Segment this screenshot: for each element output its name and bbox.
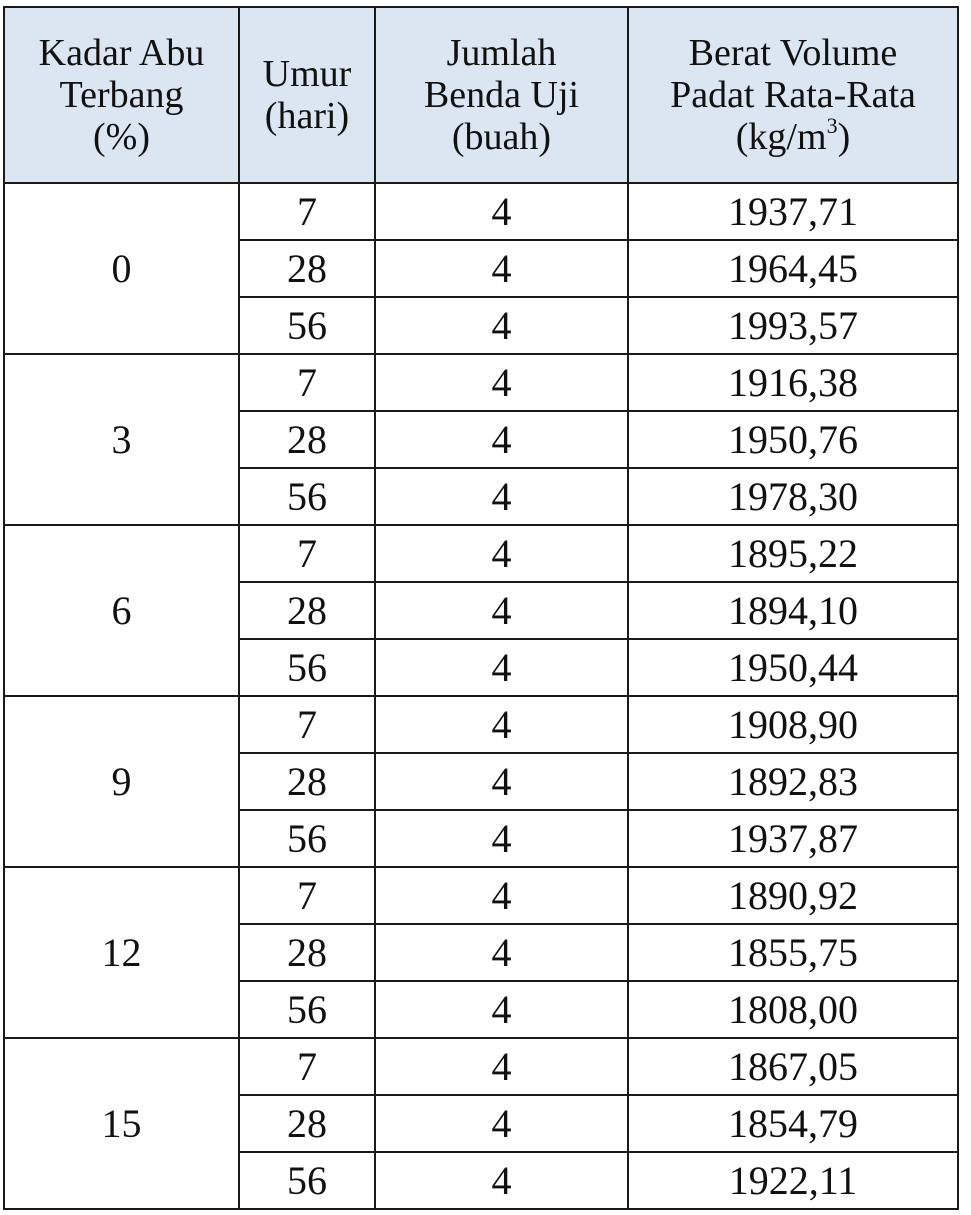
table-row: 28 4 1964,45 — [4, 239, 959, 298]
header-line: Jumlah — [446, 32, 557, 74]
cell-umur: 28 — [238, 923, 376, 982]
cell-berat-volume: 1993,57 — [627, 296, 959, 355]
header-line: Kadar Abu — [38, 32, 205, 74]
cell-umur: 7 — [238, 353, 376, 412]
cell-jumlah: 4 — [374, 581, 629, 640]
cell-umur: 28 — [238, 581, 376, 640]
cell-umur: 7 — [238, 524, 376, 583]
cell-berat-volume: 1937,87 — [627, 809, 959, 868]
cell-jumlah: 4 — [374, 524, 629, 583]
cell-umur: 56 — [238, 980, 376, 1039]
cell-berat-volume: 1950,76 — [627, 410, 959, 469]
header-jumlah-benda-uji: Jumlah Benda Uji (buah) — [374, 6, 629, 184]
cell-berat-volume: 1854,79 — [627, 1094, 959, 1153]
header-line: (%) — [93, 116, 150, 158]
cell-jumlah: 4 — [374, 182, 629, 241]
cell-umur: 7 — [238, 866, 376, 925]
table-row: 15 7 4 1867,05 — [3, 1037, 959, 1210]
table-row: 6 7 4 1895,22 — [3, 524, 959, 697]
table-row: 28 4 1854,79 — [4, 1094, 959, 1153]
table-row: 56 4 1978,30 — [4, 467, 959, 526]
cell-kadar: 6 — [3, 524, 240, 697]
cell-berat-volume: 1937,71 — [627, 182, 959, 241]
cell-berat-volume: 1895,22 — [627, 524, 959, 583]
table-body: 0 7 4 1937,71 28 4 1964,45 56 4 1993,57 3 7 4 1916,38… — [3, 182, 959, 1210]
data-table: Kadar Abu Terbang (%) Umur (hari) Jumlah… — [3, 6, 959, 1210]
cell-jumlah: 4 — [374, 923, 629, 982]
cell-umur: 28 — [238, 239, 376, 298]
cell-umur: 7 — [238, 695, 376, 754]
cell-berat-volume: 1855,75 — [627, 923, 959, 982]
table-row: 28 4 1894,10 — [4, 581, 959, 640]
cell-jumlah: 4 — [374, 980, 629, 1039]
cell-umur: 56 — [238, 467, 376, 526]
cell-berat-volume: 1950,44 — [627, 638, 959, 697]
cell-jumlah: 4 — [374, 752, 629, 811]
cell-jumlah: 4 — [374, 353, 629, 412]
cell-jumlah: 4 — [374, 695, 629, 754]
header-row: Kadar Abu Terbang (%) Umur (hari) Jumlah… — [3, 6, 959, 184]
cell-jumlah: 4 — [374, 239, 629, 298]
cell-berat-volume: 1892,83 — [627, 752, 959, 811]
cell-jumlah: 4 — [374, 866, 629, 925]
cell-berat-volume: 1808,00 — [627, 980, 959, 1039]
table-row: 56 4 1937,87 — [4, 809, 959, 868]
cell-berat-volume: 1890,92 — [627, 866, 959, 925]
cell-umur: 56 — [238, 809, 376, 868]
header-line: (kg/m3) — [629, 113, 957, 159]
cell-berat-volume: 1894,10 — [627, 581, 959, 640]
table-row: 9 7 4 1908,90 — [3, 695, 959, 868]
cell-jumlah: 4 — [374, 467, 629, 526]
cell-umur: 56 — [238, 1151, 376, 1210]
table-row: 28 4 1950,76 — [4, 410, 959, 469]
table-row: 56 4 1950,44 — [4, 638, 959, 697]
cell-jumlah: 4 — [374, 410, 629, 469]
cell-umur: 56 — [238, 638, 376, 697]
header-line: Umur — [262, 53, 352, 95]
cell-berat-volume: 1978,30 — [627, 467, 959, 526]
cell-kadar: 15 — [3, 1037, 240, 1210]
header-line: Padat Rata-Rata — [670, 74, 916, 116]
header-line: Berat Volume — [688, 32, 898, 74]
table-row: 12 7 4 1890,92 — [3, 866, 959, 1039]
header-kadar-abu-terbang: Kadar Abu Terbang (%) — [3, 6, 240, 184]
cell-berat-volume: 1916,38 — [627, 353, 959, 412]
cell-umur: 28 — [238, 410, 376, 469]
cell-jumlah: 4 — [374, 1094, 629, 1153]
cell-umur: 28 — [238, 752, 376, 811]
unit-exponent: 3 — [826, 113, 838, 138]
unit-text: (kg/m — [735, 116, 827, 158]
table-row: 0 7 4 1937,71 — [3, 182, 959, 355]
cell-kadar: 9 — [3, 695, 240, 868]
cell-umur: 7 — [238, 1037, 376, 1096]
table-row: 56 4 1993,57 — [4, 296, 959, 355]
cell-jumlah: 4 — [374, 638, 629, 697]
header-line: (buah) — [451, 116, 552, 158]
header-line: Terbang — [59, 74, 184, 116]
cell-kadar: 3 — [3, 353, 240, 526]
cell-umur: 28 — [238, 1094, 376, 1153]
table-row: 28 4 1855,75 — [4, 923, 959, 982]
header-line: (hari) — [264, 95, 350, 137]
cell-berat-volume: 1908,90 — [627, 695, 959, 754]
cell-jumlah: 4 — [374, 1151, 629, 1210]
cell-jumlah: 4 — [374, 296, 629, 355]
table-row: 56 4 1922,11 — [4, 1151, 959, 1210]
table-row: 28 4 1892,83 — [4, 752, 959, 811]
unit-close: ) — [837, 116, 851, 158]
header-line: Benda Uji — [423, 74, 580, 116]
cell-umur: 56 — [238, 296, 376, 355]
cell-berat-volume: 1922,11 — [627, 1151, 959, 1210]
cell-berat-volume: 1964,45 — [627, 239, 959, 298]
cell-berat-volume: 1867,05 — [627, 1037, 959, 1096]
header-berat-volume: Berat Volume Padat Rata-Rata (kg/m3) — [627, 6, 959, 184]
header-umur: Umur (hari) — [238, 6, 376, 184]
table-row: 56 4 1808,00 — [4, 980, 959, 1039]
cell-jumlah: 4 — [374, 809, 629, 868]
cell-umur: 7 — [238, 182, 376, 241]
cell-kadar: 12 — [3, 866, 240, 1039]
table-row: 3 7 4 1916,38 — [3, 353, 959, 526]
cell-kadar: 0 — [3, 182, 240, 355]
cell-jumlah: 4 — [374, 1037, 629, 1096]
